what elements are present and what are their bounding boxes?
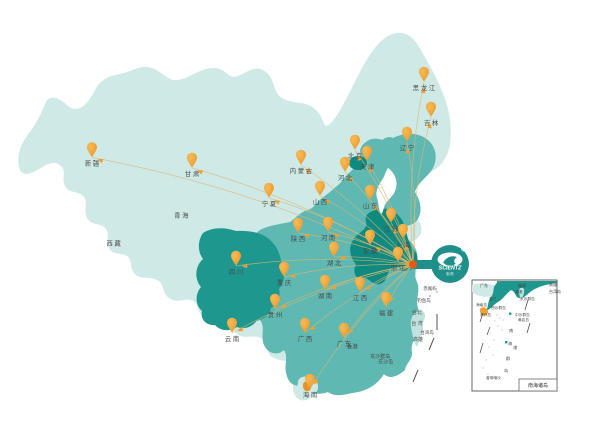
svg-text:R: R — [463, 247, 465, 251]
svg-text:新 疆: 新 疆 — [85, 159, 100, 168]
svg-text:浙 江: 浙 江 — [391, 263, 406, 272]
svg-text:澎门: 澎门 — [489, 296, 497, 301]
svg-text:福建: 福建 — [518, 282, 526, 288]
svg-text:山 西: 山 西 — [313, 197, 327, 206]
svg-text:广 东: 广 东 — [337, 339, 351, 348]
svg-text:南海诸岛: 南海诸岛 — [528, 382, 548, 389]
svg-text:重 庆: 重 庆 — [277, 278, 292, 287]
svg-text:辽 宁: 辽 宁 — [400, 143, 414, 152]
svg-text:天 津: 天 津 — [360, 163, 375, 171]
svg-text:河 南: 河 南 — [321, 233, 335, 242]
svg-text:西沙群岛: 西沙群岛 — [491, 305, 506, 310]
svg-text:陕 西: 陕 西 — [291, 234, 305, 243]
svg-text:黑 龙 江: 黑 龙 江 — [413, 83, 436, 92]
svg-text:台北: 台北 — [412, 309, 422, 316]
svg-text:安 徽: 安 徽 — [363, 246, 378, 255]
svg-text:钓鱼岛: 钓鱼岛 — [417, 297, 431, 304]
svg-text:岛: 岛 — [504, 367, 508, 374]
svg-text:北 京: 北 京 — [348, 151, 362, 160]
svg-text:广东: 广东 — [480, 282, 488, 288]
svg-text:制 药: 制 药 — [446, 271, 453, 276]
svg-text:海南岛: 海南岛 — [476, 302, 487, 307]
svg-text:高雄: 高雄 — [413, 336, 423, 343]
svg-text:福 建: 福 建 — [379, 308, 394, 317]
svg-text:江 西: 江 西 — [353, 294, 367, 302]
svg-text:四 川: 四 川 — [229, 268, 243, 276]
svg-text:SCIENTZ: SCIENTZ — [439, 266, 462, 272]
svg-text:江 苏: 江 苏 — [384, 224, 398, 233]
svg-text:台湾岛: 台湾岛 — [420, 329, 434, 336]
svg-text:南: 南 — [509, 327, 513, 333]
svg-text:西 藏: 西 藏 — [107, 239, 122, 248]
svg-text:台 湾: 台 湾 — [411, 320, 422, 327]
svg-text:河 北: 河 北 — [338, 174, 353, 182]
svg-text:湖 北: 湖 北 — [327, 258, 342, 267]
svg-text:内 蒙 古: 内 蒙 古 — [290, 166, 312, 175]
svg-text:贵 州: 贵 州 — [268, 310, 282, 319]
svg-text:高雄: 高雄 — [549, 281, 557, 287]
svg-text:赤尾屿: 赤尾屿 — [423, 285, 437, 292]
svg-text:海 南: 海 南 — [303, 390, 317, 399]
svg-text:宁 夏: 宁 夏 — [262, 199, 277, 208]
svg-text:云 南: 云 南 — [225, 334, 239, 343]
svg-text:山 东: 山 东 — [363, 201, 377, 210]
svg-text:吉 林: 吉 林 — [424, 118, 439, 127]
svg-text:青 海: 青 海 — [174, 211, 189, 220]
svg-text:曾母暗沙: 曾母暗沙 — [486, 375, 501, 380]
svg-text:甘 肃: 甘 肃 — [185, 169, 199, 178]
svg-text:香港: 香港 — [515, 289, 523, 294]
svg-text:广 西: 广 西 — [298, 334, 312, 343]
svg-text:·东沙岛: ·东沙岛 — [377, 359, 394, 366]
svg-text:湖 南: 湖 南 — [318, 291, 332, 300]
svg-text:台湾岛: 台湾岛 — [549, 288, 561, 294]
svg-text:中沙群岛: 中沙群岛 — [515, 312, 530, 317]
svg-text:黄岩岛: 黄岩岛 — [518, 317, 529, 322]
